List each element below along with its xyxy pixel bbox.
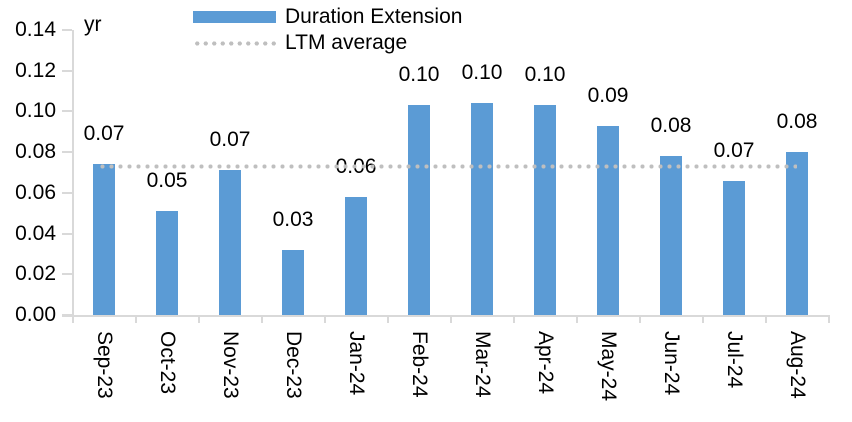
y-axis-tick-label: 0.04 xyxy=(15,222,56,245)
x-axis-category-label: Jan-24 xyxy=(345,331,368,396)
bar-data-label: 0.03 xyxy=(272,208,314,231)
x-axis-tick-mark xyxy=(261,315,263,323)
bar-nov-23[interactable] xyxy=(219,170,241,315)
x-axis-tick-mark xyxy=(198,315,200,323)
bar-oct-23[interactable] xyxy=(156,211,178,315)
x-axis-category-label: Mar-24 xyxy=(471,331,494,398)
bar-feb-24[interactable] xyxy=(408,105,430,315)
y-axis-tick-mark xyxy=(62,192,72,194)
bar-aug-24[interactable] xyxy=(786,152,808,315)
y-axis-tick-label: 0.00 xyxy=(15,303,56,326)
x-axis-category-label: Feb-24 xyxy=(408,331,431,398)
y-axis-tick-label: 0.02 xyxy=(15,262,56,285)
x-axis-category-label: May-24 xyxy=(597,331,620,402)
x-axis-tick-mark xyxy=(702,315,704,323)
y-axis-tick-mark xyxy=(62,273,72,275)
bar-data-label: 0.09 xyxy=(587,84,629,107)
x-axis-tick-mark xyxy=(513,315,515,323)
bar-data-label: 0.10 xyxy=(461,61,503,84)
bar-data-label: 0.08 xyxy=(650,114,692,137)
x-axis-line xyxy=(62,315,830,317)
legend-label-duration-extension: Duration Extension xyxy=(285,5,463,28)
y-axis-tick-label: 0.06 xyxy=(15,181,56,204)
bar-jul-24[interactable] xyxy=(723,181,745,315)
legend-dotted-line-swatch-icon xyxy=(193,40,276,46)
bar-sep-23[interactable] xyxy=(93,164,115,315)
ltm-average-line xyxy=(98,164,797,169)
bar-data-label: 0.10 xyxy=(398,63,440,86)
x-axis-tick-mark xyxy=(450,315,452,323)
x-axis-tick-mark xyxy=(828,315,830,323)
bar-data-label: 0.07 xyxy=(83,122,125,145)
bar-mar-24[interactable] xyxy=(471,103,493,315)
bar-jan-24[interactable] xyxy=(345,197,367,315)
x-axis-tick-mark xyxy=(639,315,641,323)
bar-data-label: 0.10 xyxy=(524,63,566,86)
x-axis-category-label: Apr-24 xyxy=(534,331,557,395)
y-axis-tick-label: 0.12 xyxy=(15,59,56,82)
y-axis-tick-label: 0.14 xyxy=(15,18,56,41)
y-axis-tick-mark xyxy=(62,151,72,153)
legend-item-ltm-average: LTM average xyxy=(193,30,462,56)
y-axis-tick-mark xyxy=(62,29,72,31)
y-axis-tick-mark xyxy=(62,233,72,235)
x-axis-category-label: Aug-24 xyxy=(786,331,809,399)
y-axis-tick-mark xyxy=(62,70,72,72)
y-axis-tick-label: 0.08 xyxy=(15,140,56,163)
x-axis-tick-mark xyxy=(765,315,767,323)
x-axis-tick-mark xyxy=(72,315,74,323)
x-axis-tick-mark xyxy=(387,315,389,323)
legend-item-duration-extension: Duration Extension xyxy=(193,4,462,30)
bar-dec-23[interactable] xyxy=(282,250,304,315)
bar-jun-24[interactable] xyxy=(660,156,682,315)
legend-bar-swatch-icon xyxy=(193,11,276,23)
bar-apr-24[interactable] xyxy=(534,105,556,315)
x-axis-category-label: Oct-23 xyxy=(156,331,179,395)
legend-label-ltm-average: LTM average xyxy=(285,31,408,54)
x-axis-tick-mark xyxy=(324,315,326,323)
y-axis-unit-label: yr xyxy=(84,13,102,36)
legend: Duration Extension LTM average xyxy=(193,4,462,56)
bar-may-24[interactable] xyxy=(597,126,619,315)
bar-data-label: 0.05 xyxy=(146,169,188,192)
x-axis-category-label: Jun-24 xyxy=(660,331,683,396)
x-axis-category-label: Dec-23 xyxy=(282,331,305,399)
bar-data-label: 0.07 xyxy=(209,128,251,151)
y-axis-tick-label: 0.10 xyxy=(15,99,56,122)
x-axis-category-label: Jul-24 xyxy=(723,331,746,389)
x-axis-tick-mark xyxy=(135,315,137,323)
bar-data-label: 0.07 xyxy=(713,139,755,162)
y-axis-line xyxy=(72,30,74,317)
x-axis-category-label: Nov-23 xyxy=(219,331,242,399)
bar-data-label: 0.08 xyxy=(776,110,818,133)
x-axis-category-label: Sep-23 xyxy=(93,331,116,399)
y-axis-tick-mark xyxy=(62,110,72,112)
x-axis-tick-mark xyxy=(576,315,578,323)
